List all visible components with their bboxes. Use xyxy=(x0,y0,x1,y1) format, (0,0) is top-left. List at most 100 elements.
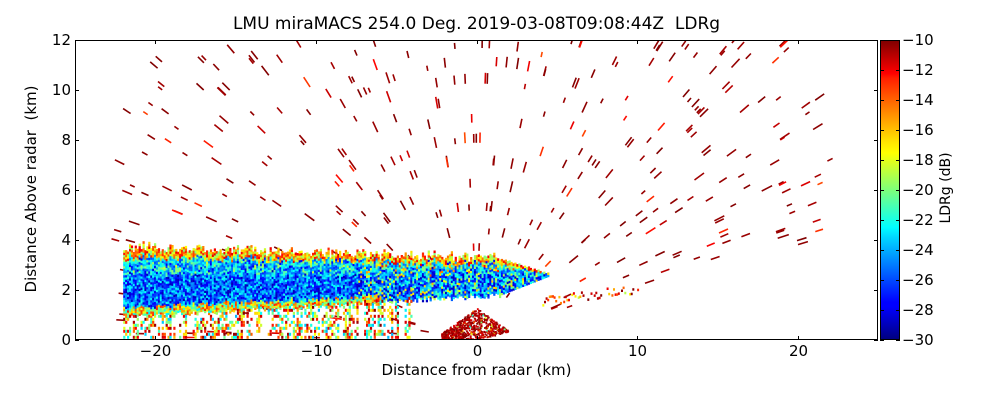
cloud-layer-cell xyxy=(369,281,373,284)
cloud-layer-cell xyxy=(238,272,241,275)
cloud-layer-cell xyxy=(393,266,396,270)
cloud-layer-cell xyxy=(159,273,162,277)
cloud-fringe-cell xyxy=(308,311,311,315)
cloud-layer-cell xyxy=(302,254,305,257)
cloud-layer-cell xyxy=(393,284,396,288)
cloud-layer-cell xyxy=(269,260,272,264)
cloud-layer-cell xyxy=(186,278,189,282)
cloud-layer-cell xyxy=(412,258,415,262)
cloud-layer-cell xyxy=(208,251,211,255)
cloud-layer-cell xyxy=(341,263,344,266)
cloud-layer-cell xyxy=(236,251,240,255)
cloud-layer-cell xyxy=(350,276,353,279)
cloud-layer-cell xyxy=(319,275,322,279)
cloud-layer-cell xyxy=(204,294,207,298)
cloud-layer-cell xyxy=(308,262,311,266)
cloud-layer-cell xyxy=(404,286,407,289)
cloud-layer-cell xyxy=(373,294,376,298)
cloud-layer-cell xyxy=(265,265,268,268)
cloud-layer-cell xyxy=(287,271,290,275)
cloud-layer-cell xyxy=(248,304,251,307)
cloud-layer-cell xyxy=(163,282,166,285)
cloud-layer-cell xyxy=(179,282,182,286)
cloud-layer-cell xyxy=(244,261,247,264)
cloud-layer-cell xyxy=(221,253,224,256)
cloud-layer-cell xyxy=(333,275,336,279)
cloud-layer-cell xyxy=(292,300,295,304)
cloud-layer-cell xyxy=(288,292,292,295)
cloud-layer-cell xyxy=(277,263,280,267)
cloud-layer-cell xyxy=(400,275,403,278)
cloud-layer-cell xyxy=(396,266,399,270)
cloud-layer-cell xyxy=(155,307,159,311)
cloud-layer-cell xyxy=(391,287,394,291)
cloud-layer-cell xyxy=(138,306,141,310)
cloud-layer-cell xyxy=(215,271,218,274)
noise-speckle xyxy=(488,40,491,49)
cloud-layer-cell xyxy=(288,265,292,268)
cloud-layer-cell xyxy=(163,311,166,314)
cloud-layer-cell xyxy=(350,298,353,302)
noise-speckle xyxy=(696,108,702,114)
noise-speckle xyxy=(673,254,681,259)
cloud-layer-cell xyxy=(202,275,205,278)
cloud-fringe-cell xyxy=(132,320,135,324)
cloud-layer-cell xyxy=(381,294,384,297)
noise-speckle xyxy=(783,47,790,53)
cloud-layer-cell xyxy=(416,255,419,258)
cloud-layer-cell xyxy=(254,262,257,265)
cloud-fringe-cell xyxy=(279,317,282,321)
cloud-layer-cell xyxy=(223,287,226,291)
cloud-layer-cell xyxy=(385,295,388,299)
noise-speckle xyxy=(250,50,259,60)
cloud-layer-cell xyxy=(129,262,132,265)
cloud-layer-cell xyxy=(298,282,301,286)
cloud-layer-cell xyxy=(379,275,382,278)
cloud-layer-cell xyxy=(404,265,407,269)
cloud-layer-cell xyxy=(130,256,134,260)
cloud-layer-cell xyxy=(202,255,205,258)
cloud-layer-cell xyxy=(227,246,230,250)
cloud-layer-cell xyxy=(292,296,295,299)
cloud-layer-cell xyxy=(323,294,326,298)
cloud-layer-cell xyxy=(258,287,261,291)
cloud-layer-cell xyxy=(186,267,189,270)
cloud-layer-cell xyxy=(348,265,351,268)
cloud-fringe-cell xyxy=(308,335,311,339)
cloud-fringe-cell xyxy=(391,311,394,315)
cloud-fringe-cell xyxy=(161,317,164,321)
cloud-layer-cell xyxy=(263,268,267,271)
cloud-layer-cell xyxy=(360,255,363,258)
cloud-layer-cell xyxy=(298,251,301,254)
cloud-layer-cell xyxy=(364,280,367,283)
cloud-layer-cell xyxy=(329,282,332,286)
cloud-fringe-cell xyxy=(275,308,278,312)
cloud-layer-cell xyxy=(391,267,394,270)
cloud-fringe-cell xyxy=(348,314,351,318)
cloud-layer-cell xyxy=(314,299,317,302)
cloud-layer-cell xyxy=(263,284,267,287)
cloud-layer-cell xyxy=(256,274,259,278)
cloud-layer-cell xyxy=(344,258,347,262)
noise-speckle xyxy=(443,57,447,68)
cloud-layer-cell xyxy=(383,267,386,270)
cloud-layer-cell xyxy=(337,302,340,305)
noise-speckle xyxy=(775,95,782,101)
cloud-layer-cell xyxy=(159,312,162,315)
cloud-layer-cell xyxy=(138,286,141,289)
cloud-layer-cell xyxy=(235,283,238,286)
cloud-layer-cell xyxy=(217,253,220,257)
noise-speckle xyxy=(409,170,415,180)
cloud-layer-cell xyxy=(356,276,359,280)
cloud-layer-cell xyxy=(206,297,209,301)
cloud-layer-cell xyxy=(194,250,197,254)
cloud-layer-cell xyxy=(373,258,376,262)
cloud-layer-cell xyxy=(402,296,405,300)
cloud-layer-cell xyxy=(373,285,376,289)
cloud-layer-cell xyxy=(383,289,386,293)
cloud-layer-cell xyxy=(283,304,286,308)
cloud-layer-cell xyxy=(288,285,292,289)
cloud-layer-cell xyxy=(208,287,211,291)
cloud-layer-cell xyxy=(161,276,164,279)
cloud-layer-cell xyxy=(123,302,126,305)
